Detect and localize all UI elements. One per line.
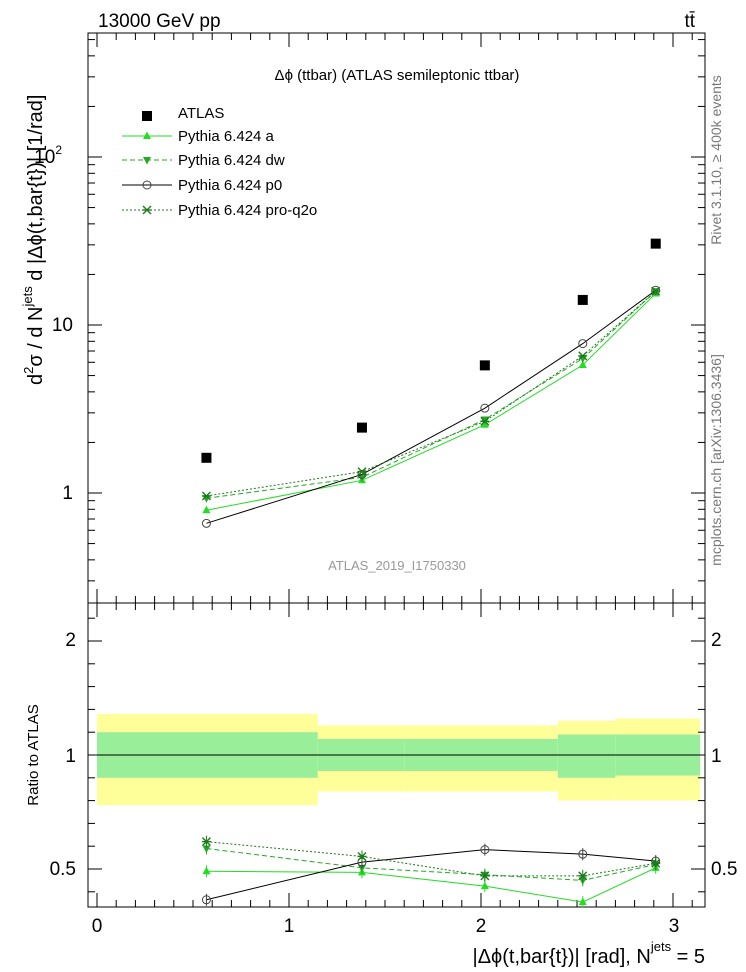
legend-label-2: Pythia 6.424 dw [178, 152, 285, 169]
axis-ticks [88, 33, 705, 907]
series-line-4 [206, 290, 657, 497]
series-line-2 [206, 290, 657, 499]
xtick-label-1: 1 [284, 916, 295, 937]
series-point-1 [578, 360, 587, 368]
ratio-point-4 [578, 871, 588, 881]
legend-label-1: Pythia 6.424 a [178, 128, 275, 145]
ratio-axis-label: Ratio to ATLAS [25, 704, 42, 805]
ratio-tick-label-0.5: 0.5 [50, 859, 76, 880]
main-series [201, 238, 661, 528]
ytick-label-10: 10 [52, 315, 73, 336]
legend-marker-2 [143, 157, 151, 165]
mcplots-info: mcplots.cern.ch [arXiv:1306.3436] [708, 354, 724, 566]
series-point-3 [578, 339, 588, 349]
ratio-point-1 [578, 897, 587, 906]
process-label: tt̄ [684, 11, 695, 32]
series-point-3 [201, 518, 211, 528]
series-point-3 [651, 285, 661, 295]
ytick-label-100: 102 [34, 143, 62, 168]
series-line-1 [206, 293, 657, 511]
ratio-point-4 [651, 858, 661, 868]
series-line-3 [206, 289, 657, 524]
series-point-4 [651, 286, 661, 296]
legend-label-0: ATLAS [178, 105, 224, 122]
series-point-2 [480, 416, 489, 424]
ratio-point-3 [201, 895, 211, 905]
ratio-tick-label-1: 1 [65, 746, 76, 767]
legend-marker-3 [142, 180, 152, 190]
uncertainty-bands [97, 713, 701, 806]
stat-band-3 [557, 734, 616, 778]
ratio-point-1 [202, 866, 211, 875]
ratio-point-4 [357, 851, 367, 861]
legend-marker-4 [142, 205, 152, 215]
atlas-data-point [356, 422, 367, 433]
atlas-data-point [650, 238, 661, 249]
series-point-4 [357, 467, 367, 477]
energy-label: 13000 GeV pp [98, 11, 221, 32]
x-axis-label: |Δϕ(t,bar{t})| [rad], Njets = 5 [473, 939, 706, 968]
atlas-data-point [577, 294, 588, 305]
ratio-tick-label-right-2: 2 [711, 630, 722, 651]
series-point-4 [578, 351, 588, 361]
ratio-tick-label-right-1: 1 [711, 746, 722, 767]
xtick-label-3: 3 [669, 916, 680, 937]
y-axis-label: d2σ / d Njets d |Δϕ(t,bar{t})| [1/rad] [20, 95, 47, 385]
rivet-info: Rivet 3.1.10, ≥ 400k events [708, 75, 724, 245]
ratio-point-2 [357, 864, 366, 873]
ratio-series [201, 835, 661, 909]
ratio-point-2 [202, 845, 211, 853]
ytick-label-1: 1 [62, 483, 73, 504]
ratio-tick-label-2: 2 [65, 630, 76, 651]
xtick-label-2: 2 [476, 916, 487, 937]
xtick-label-0: 0 [92, 916, 103, 937]
ratio-tick-label-right-0.5: 0.5 [711, 859, 737, 880]
series-point-3 [480, 403, 490, 413]
atlas-data-point [201, 452, 212, 463]
ratio-point-3 [578, 849, 588, 859]
ratio-point-3 [480, 845, 490, 855]
series-point-1 [202, 505, 211, 514]
atlas-data-point [479, 360, 490, 371]
legend-label-3: Pythia 6.424 p0 [178, 177, 282, 194]
ratio-point-1 [480, 881, 489, 890]
analysis-watermark: ATLAS_2019_I1750330 [328, 558, 466, 573]
series-point-4 [201, 491, 211, 501]
legend: ATLAS Pythia 6.424 a Pythia 6.424 dw Pythia… [122, 105, 317, 219]
ratio-line-1 [206, 867, 656, 903]
series-point-4 [480, 416, 490, 426]
legend-marker-atlas [142, 111, 152, 121]
ratio-line-4 [206, 841, 656, 877]
legend-marker-1 [143, 131, 151, 139]
legend-label-4: Pythia 6.424 pro-q2o [178, 202, 317, 219]
ratio-point-4 [480, 871, 490, 881]
ratio-point-4 [201, 837, 211, 847]
ratio-line-2 [206, 847, 656, 881]
chart-title: Δϕ (ttbar) (ATLAS semileptonic ttbar) [275, 67, 520, 84]
series-point-3 [357, 469, 367, 479]
